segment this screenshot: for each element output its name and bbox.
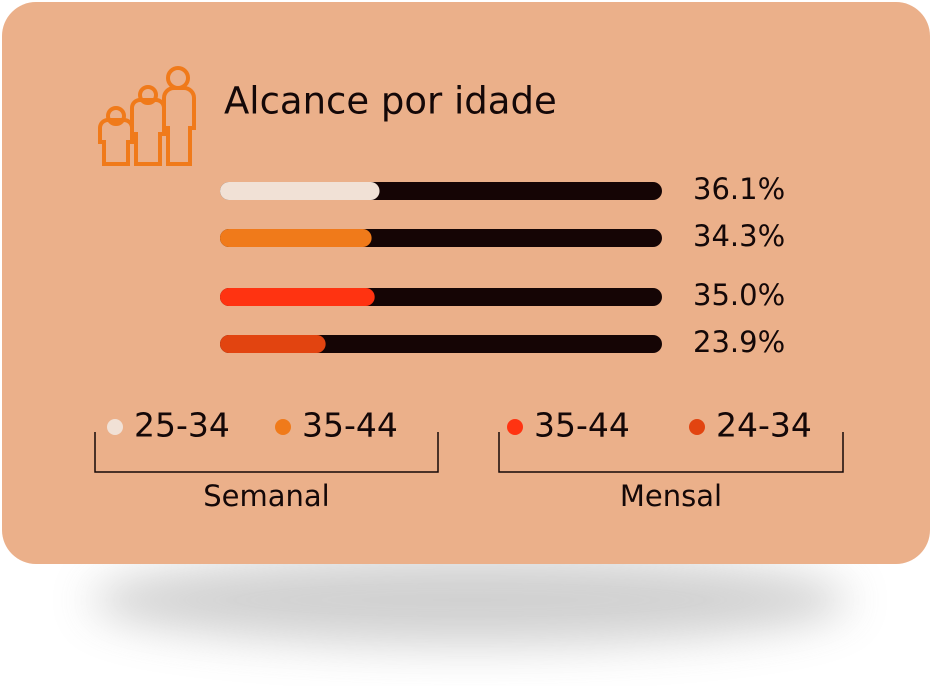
chart-title: Alcance por idade xyxy=(224,80,557,123)
bar xyxy=(220,335,326,353)
legend-bracket xyxy=(94,432,439,473)
legend-dot xyxy=(507,419,523,435)
legend-dot xyxy=(107,419,123,435)
family-icon xyxy=(98,66,196,166)
bar-track xyxy=(220,335,662,353)
legend-label: 35-44 xyxy=(302,406,398,445)
value-label: 35.0% xyxy=(693,278,785,312)
legend-label: 25-34 xyxy=(134,406,230,445)
bar xyxy=(220,182,380,200)
value-label: 36.1% xyxy=(693,172,785,206)
legend-label: 24-34 xyxy=(716,406,812,445)
value-label: 34.3% xyxy=(693,219,785,253)
group-label: Semanal xyxy=(203,479,329,513)
legend-dot xyxy=(275,419,291,435)
legend-bracket xyxy=(498,432,844,473)
card-shadow xyxy=(90,555,850,645)
value-label: 23.9% xyxy=(693,325,785,359)
legend-dot xyxy=(689,419,705,435)
group-label: Mensal xyxy=(620,479,722,513)
legend-label: 35-44 xyxy=(534,406,630,445)
bar xyxy=(220,288,375,306)
bar xyxy=(220,229,372,247)
